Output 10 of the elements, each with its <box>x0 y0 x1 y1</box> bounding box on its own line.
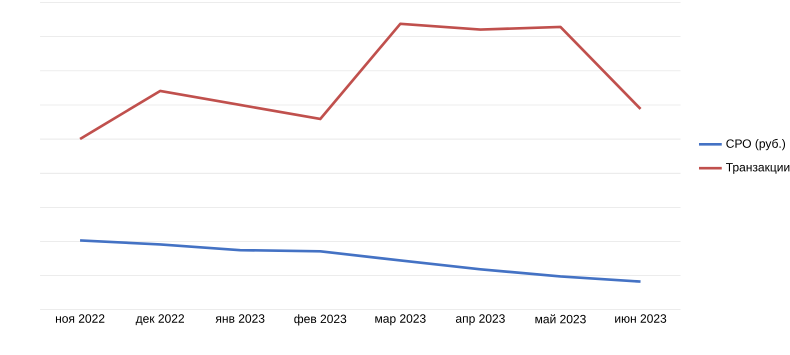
x-tick-label: дек 2022 <box>136 314 184 326</box>
x-tick-label: фев 2023 <box>294 314 346 326</box>
x-tick-label: ноя 2022 <box>56 314 104 323</box>
x-tick-label: мар 2023 <box>375 314 426 326</box>
x-tick-label: апр 2023 <box>456 314 505 326</box>
legend-label: Транзакции <box>726 163 790 174</box>
x-tick-label: июн 2023 <box>615 314 666 323</box>
x-tick-label: янв 2023 <box>216 314 264 323</box>
x-tick-label: май 2023 <box>535 314 586 324</box>
legend-label: СРО (руб.) <box>726 138 786 150</box>
